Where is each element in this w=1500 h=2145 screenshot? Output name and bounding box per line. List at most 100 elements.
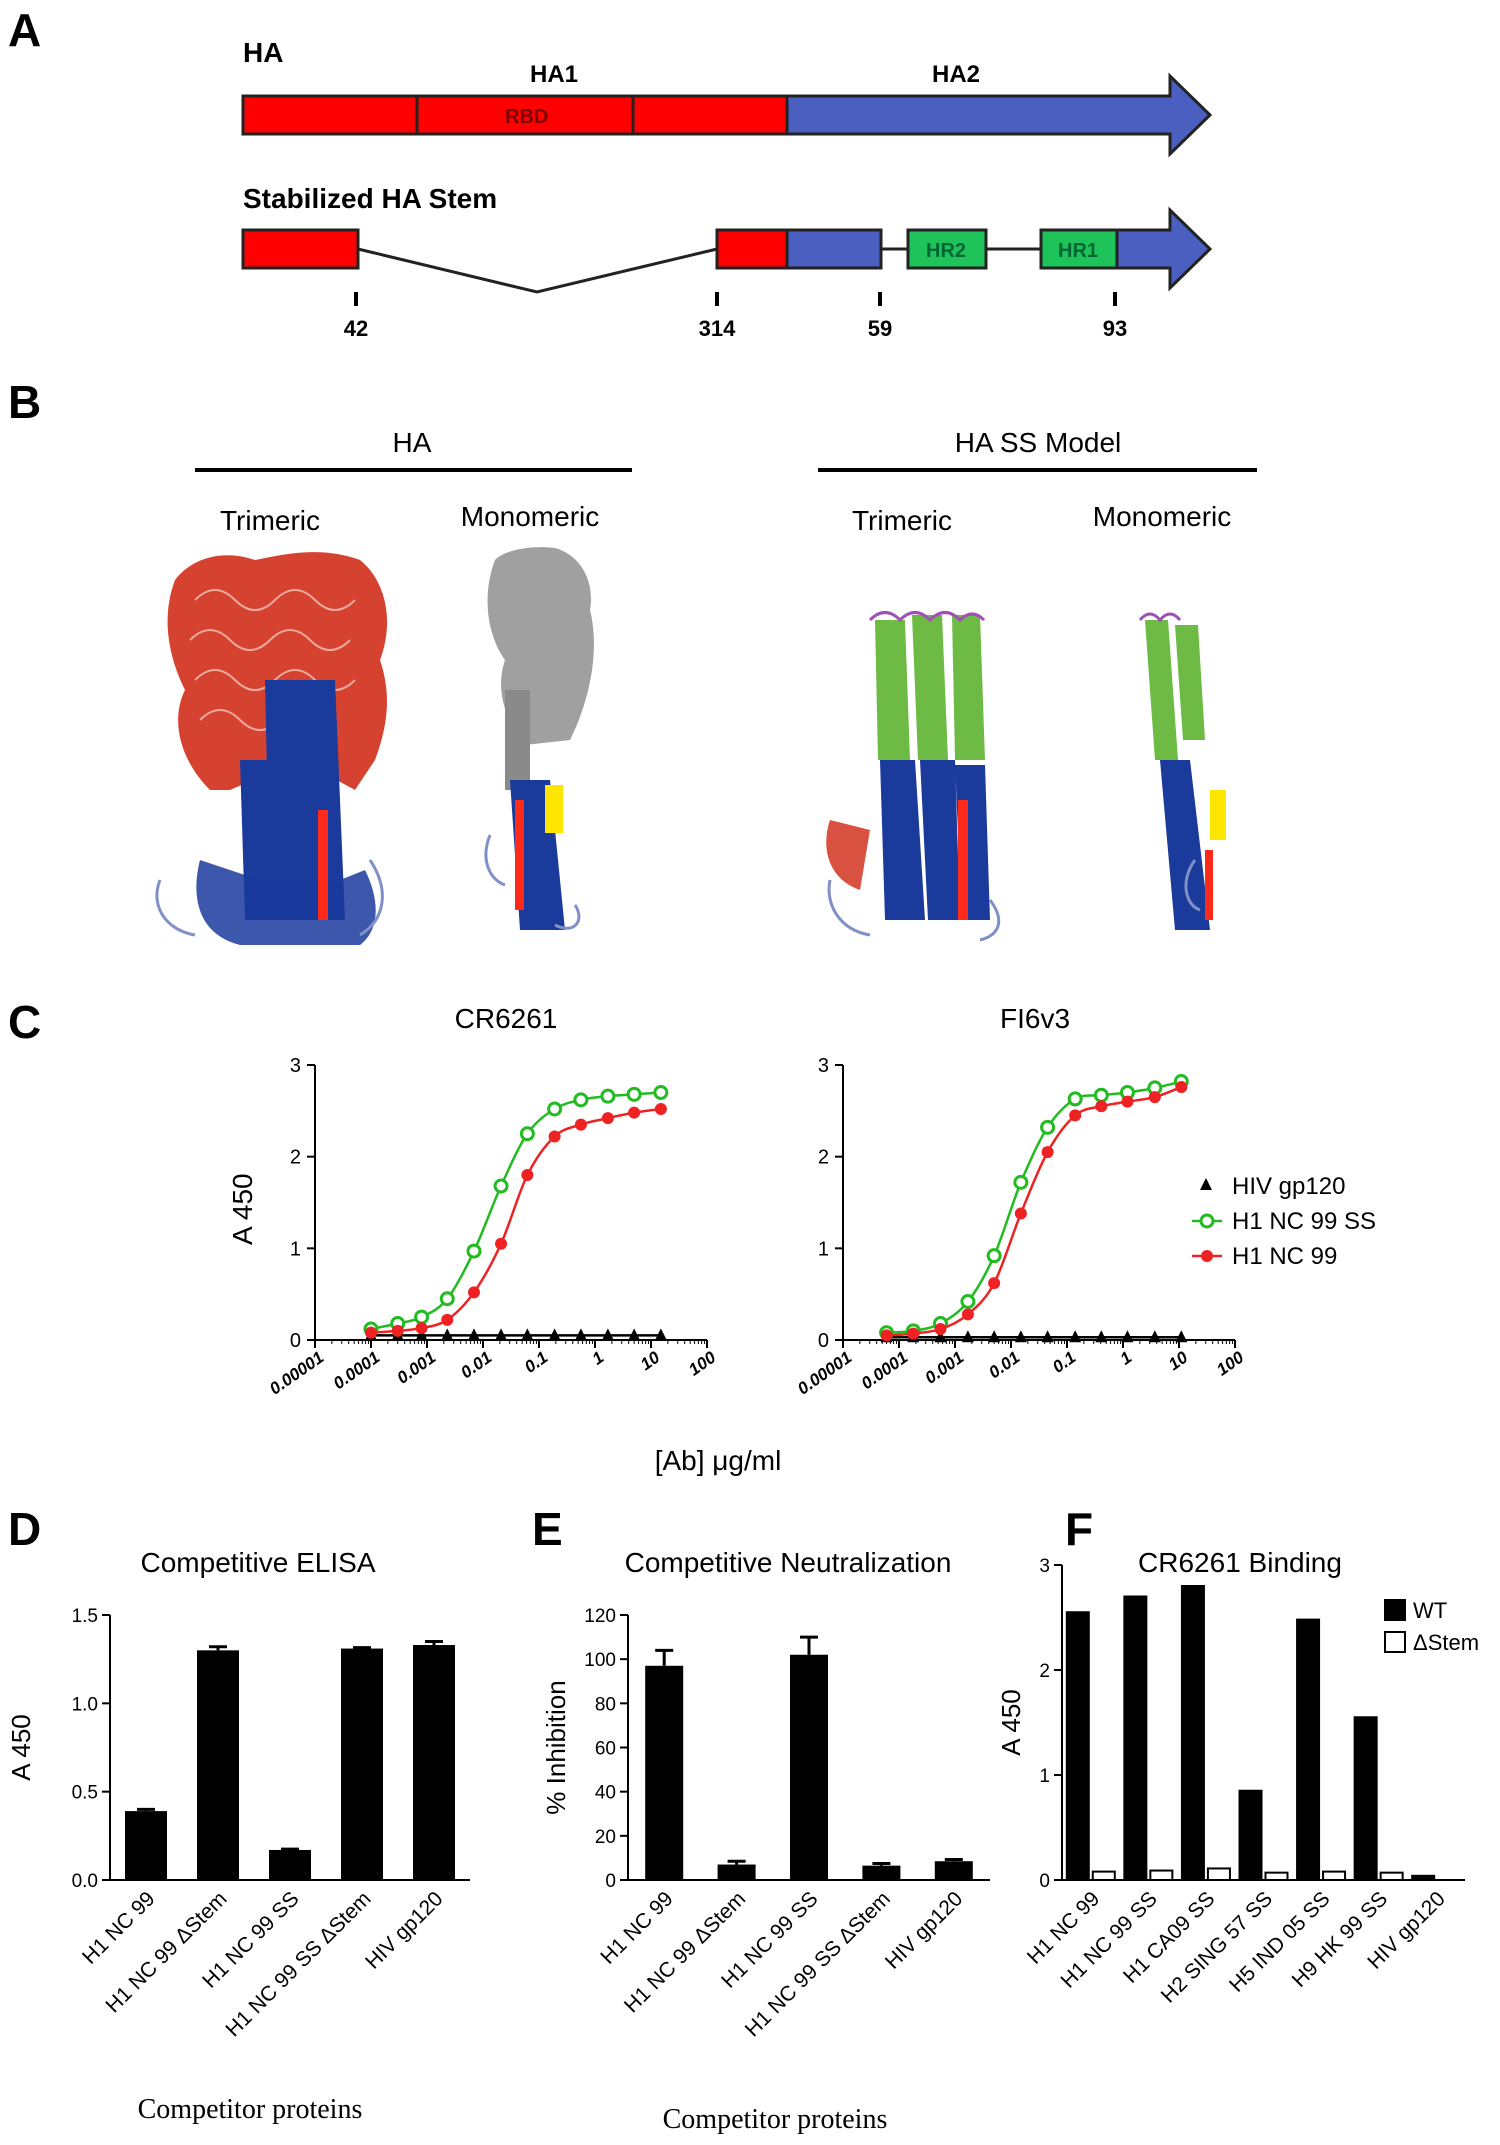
panel-e-competitive-neutralization: Competitive Neutralization 0 20 40 60 80 100 1… bbox=[541, 1547, 990, 2135]
data-point bbox=[1067, 1091, 1083, 1107]
stem-ha2-arrow bbox=[1115, 206, 1213, 292]
legend-label: HIV gp120 bbox=[1232, 1173, 1345, 1200]
data-point bbox=[1095, 1330, 1108, 1343]
y-axis-label: A 450 bbox=[6, 1714, 36, 1781]
ha-ss-loops bbox=[827, 879, 1001, 942]
data-point bbox=[467, 1328, 480, 1341]
x-tick-label: 0.00001 bbox=[266, 1348, 327, 1399]
data-point bbox=[1093, 1087, 1109, 1103]
data-point bbox=[574, 1118, 587, 1131]
x-tick-label: 10 bbox=[1165, 1347, 1192, 1374]
x-tick-label: 100 bbox=[685, 1347, 720, 1379]
y-axis-label: A 450 bbox=[996, 1689, 1026, 1756]
stem-ha1-n-segment bbox=[241, 228, 360, 270]
ha-ss-monomer-stem bbox=[1160, 760, 1210, 930]
data-point bbox=[880, 1329, 893, 1342]
x-tick-label: 0.0001 bbox=[330, 1348, 383, 1393]
bar bbox=[1065, 1611, 1090, 1881]
data-point bbox=[628, 1106, 641, 1119]
y-tick-label: 2 bbox=[818, 1147, 829, 1169]
data-point bbox=[628, 1328, 641, 1341]
series-line bbox=[886, 1085, 1182, 1337]
data-point bbox=[521, 1169, 534, 1181]
data-point bbox=[1069, 1109, 1082, 1122]
bar bbox=[934, 1861, 973, 1880]
bar bbox=[413, 1645, 455, 1880]
chart-title: FI6v3 bbox=[1000, 1003, 1070, 1034]
stem-title: Stabilized HA Stem bbox=[243, 183, 497, 214]
ha-ss-monomer-yellow bbox=[1210, 790, 1226, 840]
data-point bbox=[548, 1130, 561, 1143]
stem-ha2-segment bbox=[785, 228, 883, 270]
hr1-box bbox=[1039, 228, 1119, 270]
ha-red-strand bbox=[318, 810, 328, 920]
x-tick-label: H1 NC 99 SS ΔStem bbox=[221, 1887, 375, 2041]
structure-label: Monomeric bbox=[1093, 501, 1231, 532]
x-tick-label: 100 bbox=[1213, 1347, 1248, 1379]
y-tick-label: 0 bbox=[1039, 1871, 1050, 1892]
bar bbox=[645, 1665, 684, 1880]
data-point bbox=[1041, 1146, 1054, 1159]
ha-ss-monomer-structure bbox=[1138, 612, 1226, 930]
ha1-label: HA1 bbox=[530, 61, 578, 88]
legend-label: WT bbox=[1413, 1598, 1447, 1623]
bar bbox=[1322, 1870, 1347, 1881]
bar bbox=[1149, 1869, 1174, 1882]
data-point bbox=[441, 1328, 454, 1341]
x-tick-label: 0.001 bbox=[394, 1348, 440, 1388]
panel-label-b: B bbox=[8, 376, 41, 428]
x-tick-label: 10 bbox=[637, 1347, 664, 1374]
ha-monomer-red-strand bbox=[515, 800, 524, 910]
ha1-segment bbox=[241, 94, 789, 136]
bar bbox=[1296, 1618, 1321, 1881]
panel-label-e: E bbox=[532, 1503, 563, 1555]
legend-label: H1 NC 99 SS bbox=[1232, 1208, 1376, 1235]
x-tick-label: 1 bbox=[589, 1348, 608, 1369]
data-point bbox=[439, 1291, 455, 1307]
x-tick-label: 0.1 bbox=[521, 1348, 551, 1377]
y-tick-label: 100 bbox=[584, 1650, 616, 1671]
data-point bbox=[1069, 1330, 1082, 1343]
legend-marker bbox=[1199, 1213, 1215, 1229]
x-tick-label: HIV gp120 bbox=[881, 1887, 967, 1973]
bar bbox=[1411, 1874, 1436, 1882]
ha-ss-monomer-linker bbox=[1138, 612, 1182, 623]
bar bbox=[269, 1849, 311, 1880]
data-point bbox=[466, 1243, 482, 1259]
hr1-label: HR1 bbox=[1058, 240, 1098, 262]
y-tick-label: 1 bbox=[1039, 1766, 1050, 1787]
x-tick-label: HIV gp120 bbox=[361, 1887, 447, 1973]
ha-ss-trimer-structure bbox=[826, 611, 1001, 942]
data-point bbox=[548, 1328, 561, 1341]
stem-ha1-c-segment bbox=[715, 228, 789, 270]
y-tick-label: 0.5 bbox=[72, 1783, 98, 1804]
data-point bbox=[1014, 1207, 1027, 1220]
data-point bbox=[1148, 1091, 1161, 1104]
data-point bbox=[601, 1112, 614, 1125]
series-line bbox=[370, 1107, 662, 1334]
position-label: 59 bbox=[868, 316, 892, 341]
chart-title: Competitive Neutralization bbox=[625, 1547, 952, 1578]
bar bbox=[717, 1864, 756, 1880]
chart-legend: HIV gp120 H1 NC 99 SS H1 NC 99 bbox=[1192, 1173, 1376, 1270]
bar bbox=[1123, 1595, 1148, 1881]
bar bbox=[1180, 1585, 1205, 1881]
ha-monomer-structure bbox=[484, 547, 594, 930]
x-axis-label: Competitor proteins bbox=[663, 2104, 888, 2135]
data-point bbox=[988, 1277, 1001, 1290]
ha-monomer-loops bbox=[484, 834, 581, 930]
data-point bbox=[934, 1323, 947, 1335]
ha-trimer-structure bbox=[155, 552, 388, 945]
data-point bbox=[907, 1327, 920, 1340]
panel-label-c: C bbox=[8, 996, 41, 1048]
data-point bbox=[988, 1330, 1001, 1343]
y-tick-label: 60 bbox=[595, 1739, 616, 1760]
data-point bbox=[654, 1103, 667, 1115]
bar bbox=[197, 1650, 239, 1880]
data-point bbox=[600, 1088, 616, 1104]
bar bbox=[1238, 1789, 1263, 1881]
structure-label: Trimeric bbox=[852, 505, 952, 536]
